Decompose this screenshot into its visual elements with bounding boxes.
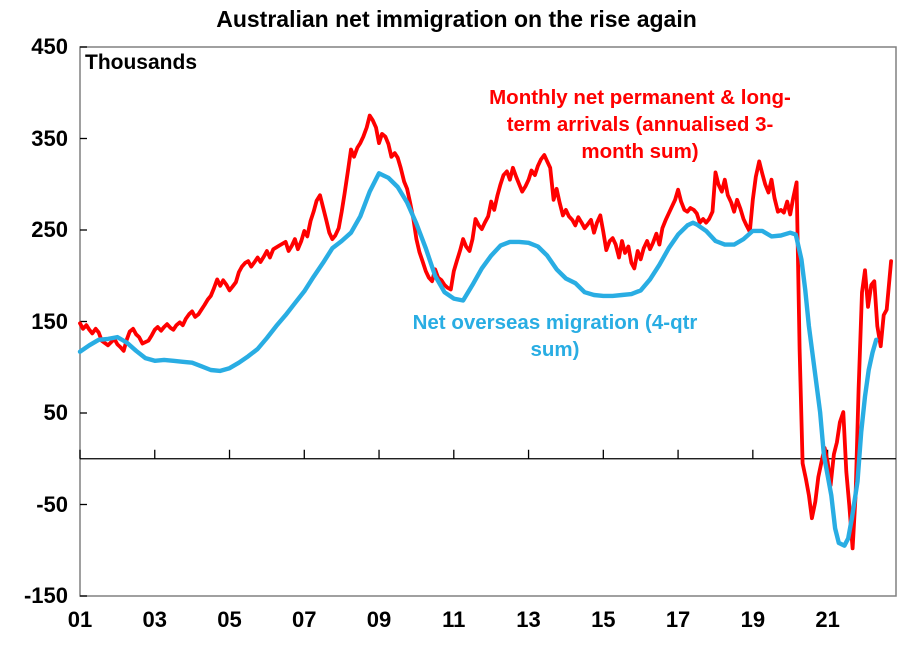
x-axis-label: 09 (366, 607, 392, 632)
x-axis-label: 15 (591, 607, 616, 632)
chart-title: Australian net immigration on the rise a… (216, 6, 697, 32)
x-axis-label: 17 (665, 607, 691, 632)
series-line-migration (77, 171, 879, 548)
series-label-arrivals: Monthly net permanent & long- term arriv… (489, 86, 791, 163)
y-axis-label: 250 (31, 217, 68, 242)
y-axis-label: 150 (31, 308, 68, 334)
y-axis-label: 450 (31, 34, 68, 59)
x-axis-label: 11 (442, 607, 466, 632)
units-label: Thousands (85, 51, 198, 74)
x-axis-label: 05 (217, 607, 242, 632)
x-axis-label: 13 (516, 607, 541, 632)
x-axis-label: 19 (740, 607, 766, 632)
series-label-migration: Net overseas migration (4-qtr sum) (412, 311, 698, 361)
x-axis-label: 03 (142, 607, 167, 632)
y-axis-label: 350 (31, 125, 68, 151)
x-axis-label: 07 (292, 607, 317, 632)
series-line-arrivals (78, 113, 893, 551)
y-axis-label: -150 (23, 583, 68, 608)
x-axis-label: 01 (67, 607, 93, 632)
y-axis-label: 50 (43, 400, 68, 425)
y-axis-label: -50 (36, 491, 68, 517)
x-axis-label: 21 (815, 607, 840, 632)
